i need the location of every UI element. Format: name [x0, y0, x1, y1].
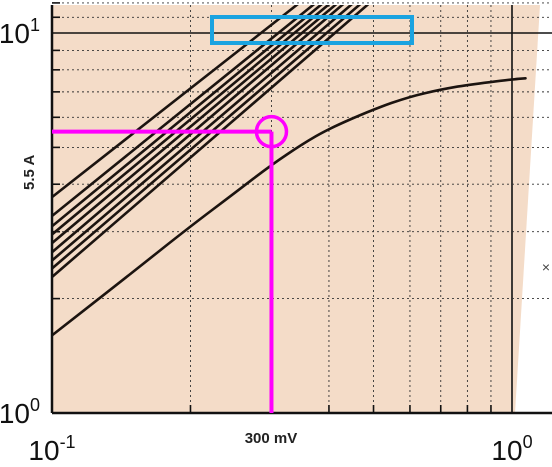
- plot-background: [52, 5, 540, 413]
- operating-point-marker: [254, 114, 289, 149]
- x-tick-label: 10-1: [28, 432, 75, 466]
- current-label: 5.5 A: [21, 155, 38, 190]
- y-tick-label: 100: [0, 395, 40, 429]
- y-tick-label: 101: [0, 15, 40, 49]
- curve-10: [52, 77, 527, 337]
- operating-point-guides: [52, 114, 289, 413]
- curve-6: [52, 5, 331, 236]
- highlight-box: [210, 15, 414, 45]
- x-tick-label: 100: [491, 432, 532, 466]
- curve-5: [52, 5, 338, 245]
- curve-3: [52, 5, 353, 262]
- curve-7: [52, 5, 323, 228]
- curve-9: [52, 5, 299, 199]
- asterisk-glyph: ×: [542, 259, 550, 275]
- curve-8: [52, 5, 316, 218]
- curve-4: [52, 5, 345, 254]
- voltage-label: 300 mV: [245, 430, 298, 447]
